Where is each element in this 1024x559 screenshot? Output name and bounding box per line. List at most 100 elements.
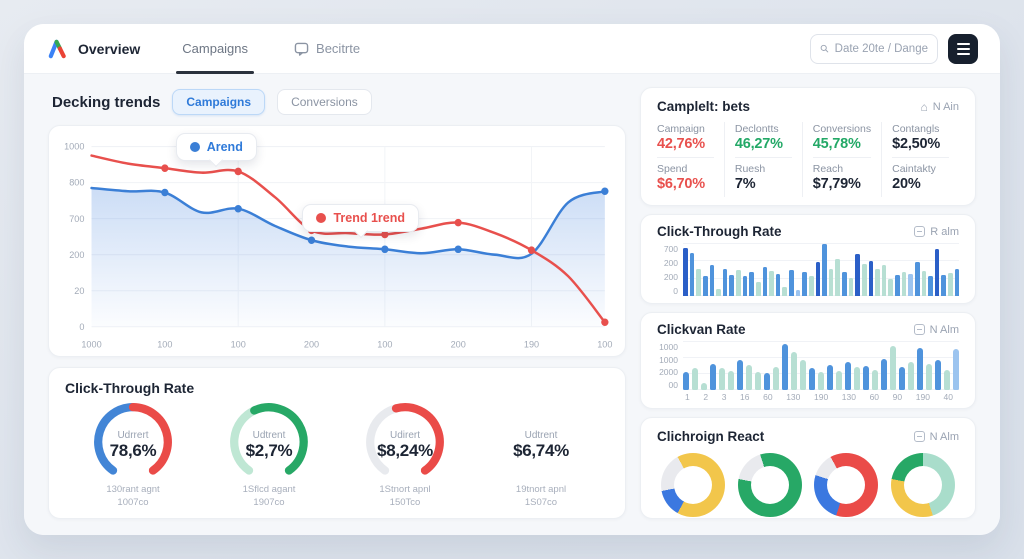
donuts-header: Clichroign React N Alm — [657, 429, 959, 444]
stat-label: Reach — [812, 163, 844, 175]
ctr-bar-action[interactable]: R alm — [914, 226, 959, 238]
bar — [901, 272, 907, 296]
gauge-center-text: Udtrent $2,7% — [219, 398, 319, 486]
brand[interactable]: Overview — [46, 38, 140, 59]
stats-action[interactable]: ⌂ N Ain — [920, 101, 959, 113]
gauge-center-text: Udrrert 78,6% — [83, 398, 183, 486]
clickvan-bars-area — [683, 341, 959, 390]
bar-y-label: 200 — [663, 258, 678, 268]
bar — [769, 271, 774, 296]
bar — [764, 373, 770, 390]
bar — [828, 268, 834, 296]
bar-x-label: 190 — [813, 392, 829, 402]
clickvan-yaxis: 1000 1000 2000 00 — [657, 342, 683, 390]
gauges-title: Click-Through Rate — [65, 380, 195, 396]
checkbox-icon — [913, 431, 925, 442]
gauge-ring: Udtrent $2,7% — [219, 398, 319, 486]
gauge-label: Udtrent — [252, 429, 286, 441]
donuts-card: Clichroign React N Alm — [640, 417, 976, 519]
bar — [908, 274, 913, 296]
stat-label: Contangls — [892, 123, 940, 135]
bar — [836, 370, 842, 390]
bar-y-label: 700 — [663, 244, 678, 254]
trends-tab-campaigns[interactable]: Campaigns — [172, 89, 266, 115]
svg-text:100: 100 — [377, 340, 392, 350]
main-content: Decking trends Campaigns Conversions 100… — [24, 74, 1000, 535]
nav-tab-becitrte[interactable]: Becitrte — [294, 24, 360, 74]
bar-y-label: 0 — [673, 286, 678, 296]
stat-label: Campaign — [657, 123, 705, 135]
nav-tab-campaigns-label: Campaigns — [182, 41, 249, 56]
ctr-bar-title: Click-Through Rate — [657, 224, 782, 239]
left-column: Decking trends Campaigns Conversions 100… — [48, 87, 626, 519]
right-column: Camplelt: bets ⌂ N Ain Campaign 42,76% Spe… — [640, 87, 976, 519]
bar — [928, 276, 933, 296]
stats-card: Camplelt: bets ⌂ N Ain Campaign 42,76% Spe… — [640, 87, 976, 206]
menu-list-button[interactable] — [948, 33, 978, 64]
stat-value: 20% — [892, 176, 921, 192]
bar — [683, 371, 689, 390]
clickvan-action[interactable]: N Alm — [913, 323, 959, 336]
legend-chip-arend[interactable]: Arend — [175, 133, 257, 161]
svg-text:190: 190 — [524, 340, 539, 350]
gridline — [683, 295, 959, 296]
bar — [827, 365, 833, 390]
bar — [890, 345, 896, 390]
bar — [755, 371, 761, 390]
bar — [822, 244, 827, 296]
bar — [762, 267, 768, 296]
gauge-subtext: 1Sflcd agant 1907co — [242, 484, 296, 508]
date-range-search-input[interactable]: Date 20te / Dange — [810, 33, 938, 64]
home-icon: ⌂ — [920, 99, 928, 114]
bar — [948, 273, 953, 296]
stat-caintakty: Caintakty 20% — [892, 162, 949, 197]
topbar-actions: Date 20te / Dange — [810, 33, 978, 64]
donuts-action[interactable]: N Alm — [913, 430, 959, 443]
stat-label: Ruesh — [734, 163, 766, 175]
menu-list-icon — [956, 42, 970, 45]
gauge-label: Udrrert — [117, 429, 149, 441]
bar-x-label: 16 — [740, 392, 750, 402]
gridline — [683, 243, 959, 244]
bar — [782, 344, 788, 390]
bar-x-label: 60 — [763, 392, 773, 402]
legend-chip-label: Arend — [206, 140, 243, 154]
stats-column-3: Conversions 45,78% Reach $7,79% — [801, 122, 881, 197]
bar — [709, 264, 715, 296]
bar-y-label: 00 — [668, 379, 678, 390]
donuts-title: Clichroign React — [657, 429, 765, 444]
gauges-row: Udrrert 78,6% 130rant agnt 1007co Udtrent $2,… — [65, 398, 609, 510]
stat-value: 46,27% — [734, 136, 783, 152]
svg-text:200: 200 — [69, 250, 84, 260]
bar — [782, 286, 787, 296]
trends-tab-conversions[interactable]: Conversions — [277, 89, 372, 115]
bar — [881, 264, 887, 296]
donut-chart-2 — [737, 453, 802, 517]
svg-text:1000: 1000 — [81, 340, 101, 350]
bar-x-label: 130 — [786, 392, 801, 402]
bar-x-label: 60 — [869, 392, 880, 402]
nav-tab-campaigns[interactable]: Campaigns — [176, 24, 254, 74]
svg-text:700: 700 — [69, 214, 84, 224]
donut-hole — [903, 466, 942, 504]
tooltip-chip-trend: Trend 1rend — [302, 204, 419, 233]
clickvan-action-label: N Alm — [929, 323, 959, 336]
stats-header: Camplelt: bets ⌂ N Ain — [657, 99, 959, 114]
stat-value: $7,79% — [812, 176, 861, 192]
gauge-center-text: Udirert $8,24% — [355, 398, 455, 486]
bar-x-label: 1 — [685, 392, 690, 402]
gauge-1: Udrrert 78,6% 130rant agnt 1007co — [65, 398, 201, 510]
donuts-action-label: N Alm — [929, 430, 959, 443]
bar — [701, 382, 707, 390]
bar-x-label: 40 — [943, 392, 953, 402]
ctr-bar-card: Click-Through Rate R alm 700 200 200 0 — [640, 214, 976, 304]
gauge-ring: Udrrert 78,6% — [83, 398, 183, 486]
top-nav-tabs: Campaigns Becitrte — [176, 24, 360, 74]
bar — [863, 366, 869, 390]
bar — [789, 270, 794, 296]
bar — [934, 249, 940, 296]
gauge-2: Udtrent $2,7% 1Sflcd agant 1907co — [201, 398, 337, 510]
stat-label: Spend — [657, 163, 688, 175]
bar — [808, 276, 814, 296]
dashboard-frame: Overview Campaigns Becitrte Date 20te / … — [24, 24, 1000, 535]
